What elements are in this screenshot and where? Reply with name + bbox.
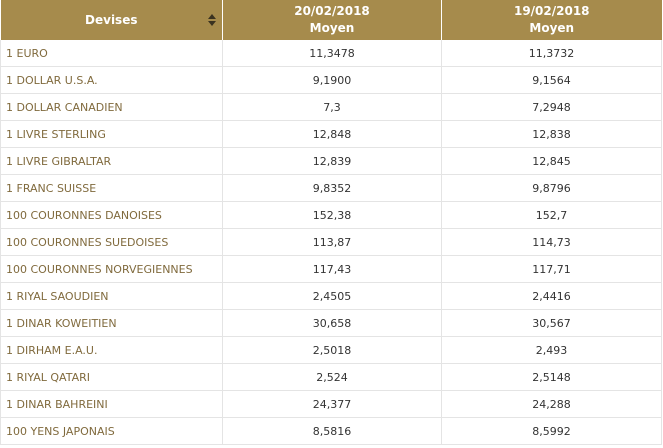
currency-name: 1 LIVRE STERLING xyxy=(0,120,223,148)
rate-cell: 113,87 xyxy=(222,228,442,256)
rate-cell: 11,3478 xyxy=(222,40,442,67)
table-row: 1 RIYAL QATARI 2,524 2,5148 xyxy=(0,363,662,391)
currency-name: 100 COURONNES SUEDOISES xyxy=(0,228,223,256)
currency-name: 1 RIYAL QATARI xyxy=(0,363,223,391)
column-header[interactable]: Devises xyxy=(0,0,223,40)
header-row: Devises 20/02/2018 Moyen 19/02/2018 Moyen xyxy=(0,0,662,40)
table-row: 100 YENS JAPONAIS 8,5816 8,5992 xyxy=(0,417,662,445)
rate-cell: 9,1900 xyxy=(222,66,442,94)
table-row: 1 EURO 11,3478 11,3732 xyxy=(0,40,662,67)
table-row: 1 DINAR BAHREINI 24,377 24,288 xyxy=(0,390,662,418)
rate-cell: 30,658 xyxy=(222,309,442,337)
rate-cell: 2,5148 xyxy=(441,363,662,391)
rate-cell: 9,8796 xyxy=(441,174,662,202)
rate-cell: 8,5816 xyxy=(222,417,442,445)
rate-cell: 114,73 xyxy=(441,228,662,256)
sort-arrow xyxy=(208,21,216,26)
rate-cell: 117,71 xyxy=(441,255,662,283)
header-subtitle: Moyen xyxy=(529,21,575,35)
header-title: 19/02/2018 xyxy=(513,4,590,18)
rate-cell: 2,5018 xyxy=(222,336,442,364)
rate-cell: 12,845 xyxy=(441,147,662,175)
currency-name: 1 FRANC SUISSE xyxy=(0,174,223,202)
column-header: 20/02/2018 Moyen xyxy=(222,0,442,40)
table-row: 100 COURONNES DANOISES 152,38 152,7 xyxy=(0,201,662,229)
sort-arrow xyxy=(208,14,216,19)
table-body: 1 EURO 11,3478 11,3732 1 DOLLAR U.S.A. 9,190… xyxy=(0,40,662,445)
currency-name: 1 LIVRE GIBRALTAR xyxy=(0,147,223,175)
column-header: 19/02/2018 Moyen xyxy=(441,0,662,40)
currency-name: 1 DINAR BAHREINI xyxy=(0,390,223,418)
table-row: 1 FRANC SUISSE 9,8352 9,8796 xyxy=(0,174,662,202)
rate-cell: 24,377 xyxy=(222,390,442,418)
header-title: 20/02/2018 xyxy=(294,4,370,18)
table-row: 1 RIYAL SAOUDIEN 2,4505 2,4416 xyxy=(0,282,662,310)
rate-cell: 11,3732 xyxy=(441,40,662,67)
currency-name: 1 EURO xyxy=(0,40,223,67)
currency-name: 100 YENS JAPONAIS xyxy=(0,417,223,445)
currency-name: 1 DOLLAR U.S.A. xyxy=(0,66,223,94)
rate-cell: 152,38 xyxy=(222,201,442,229)
table-row: 1 DOLLAR U.S.A. 9,1900 9,1564 xyxy=(0,66,662,94)
table-row: 1 DOLLAR CANADIEN 7,3 7,2948 xyxy=(0,93,662,121)
rate-cell: 2,4416 xyxy=(441,282,662,310)
rate-cell: 2,4505 xyxy=(222,282,442,310)
currency-name: 100 COURONNES NORVEGIENNES xyxy=(0,255,223,283)
rate-cell: 12,838 xyxy=(441,120,662,148)
table-row: 1 DIRHAM E.A.U. 2,5018 2,493 xyxy=(0,336,662,364)
rate-cell: 9,1564 xyxy=(441,66,662,94)
header-title: Devises xyxy=(85,12,138,27)
table-row: 1 DINAR KOWEITIEN 30,658 30,567 xyxy=(0,309,662,337)
currency-name: 100 COURONNES DANOISES xyxy=(0,201,223,229)
rate-cell: 152,7 xyxy=(441,201,662,229)
currency-name: 1 DINAR KOWEITIEN xyxy=(0,309,223,337)
rate-cell: 2,524 xyxy=(222,363,442,391)
rate-cell: 30,567 xyxy=(441,309,662,337)
table-row: 100 COURONNES NORVEGIENNES 117,43 117,71 xyxy=(0,255,662,283)
header-subtitle: Moyen xyxy=(309,21,355,35)
sort-icon[interactable] xyxy=(208,13,216,27)
rate-cell: 7,3 xyxy=(222,93,442,121)
table-row: 1 LIVRE STERLING 12,848 12,838 xyxy=(0,120,662,148)
rate-cell: 7,2948 xyxy=(441,93,662,121)
table-row: 1 LIVRE GIBRALTAR 12,839 12,845 xyxy=(0,147,662,175)
currency-name: 1 DIRHAM E.A.U. xyxy=(0,336,223,364)
currency-name: 1 DOLLAR CANADIEN xyxy=(0,93,223,121)
rate-cell: 117,43 xyxy=(222,255,442,283)
rate-cell: 8,5992 xyxy=(441,417,662,445)
rate-cell: 12,848 xyxy=(222,120,442,148)
table-row: 100 COURONNES SUEDOISES 113,87 114,73 xyxy=(0,228,662,256)
rate-cell: 24,288 xyxy=(441,390,662,418)
table-header: Devises 20/02/2018 Moyen 19/02/2018 Moyen xyxy=(0,0,662,40)
rate-cell: 12,839 xyxy=(222,147,442,175)
rate-cell: 9,8352 xyxy=(222,174,442,202)
rate-cell: 2,493 xyxy=(441,336,662,364)
currency-name: 1 RIYAL SAOUDIEN xyxy=(0,282,223,310)
